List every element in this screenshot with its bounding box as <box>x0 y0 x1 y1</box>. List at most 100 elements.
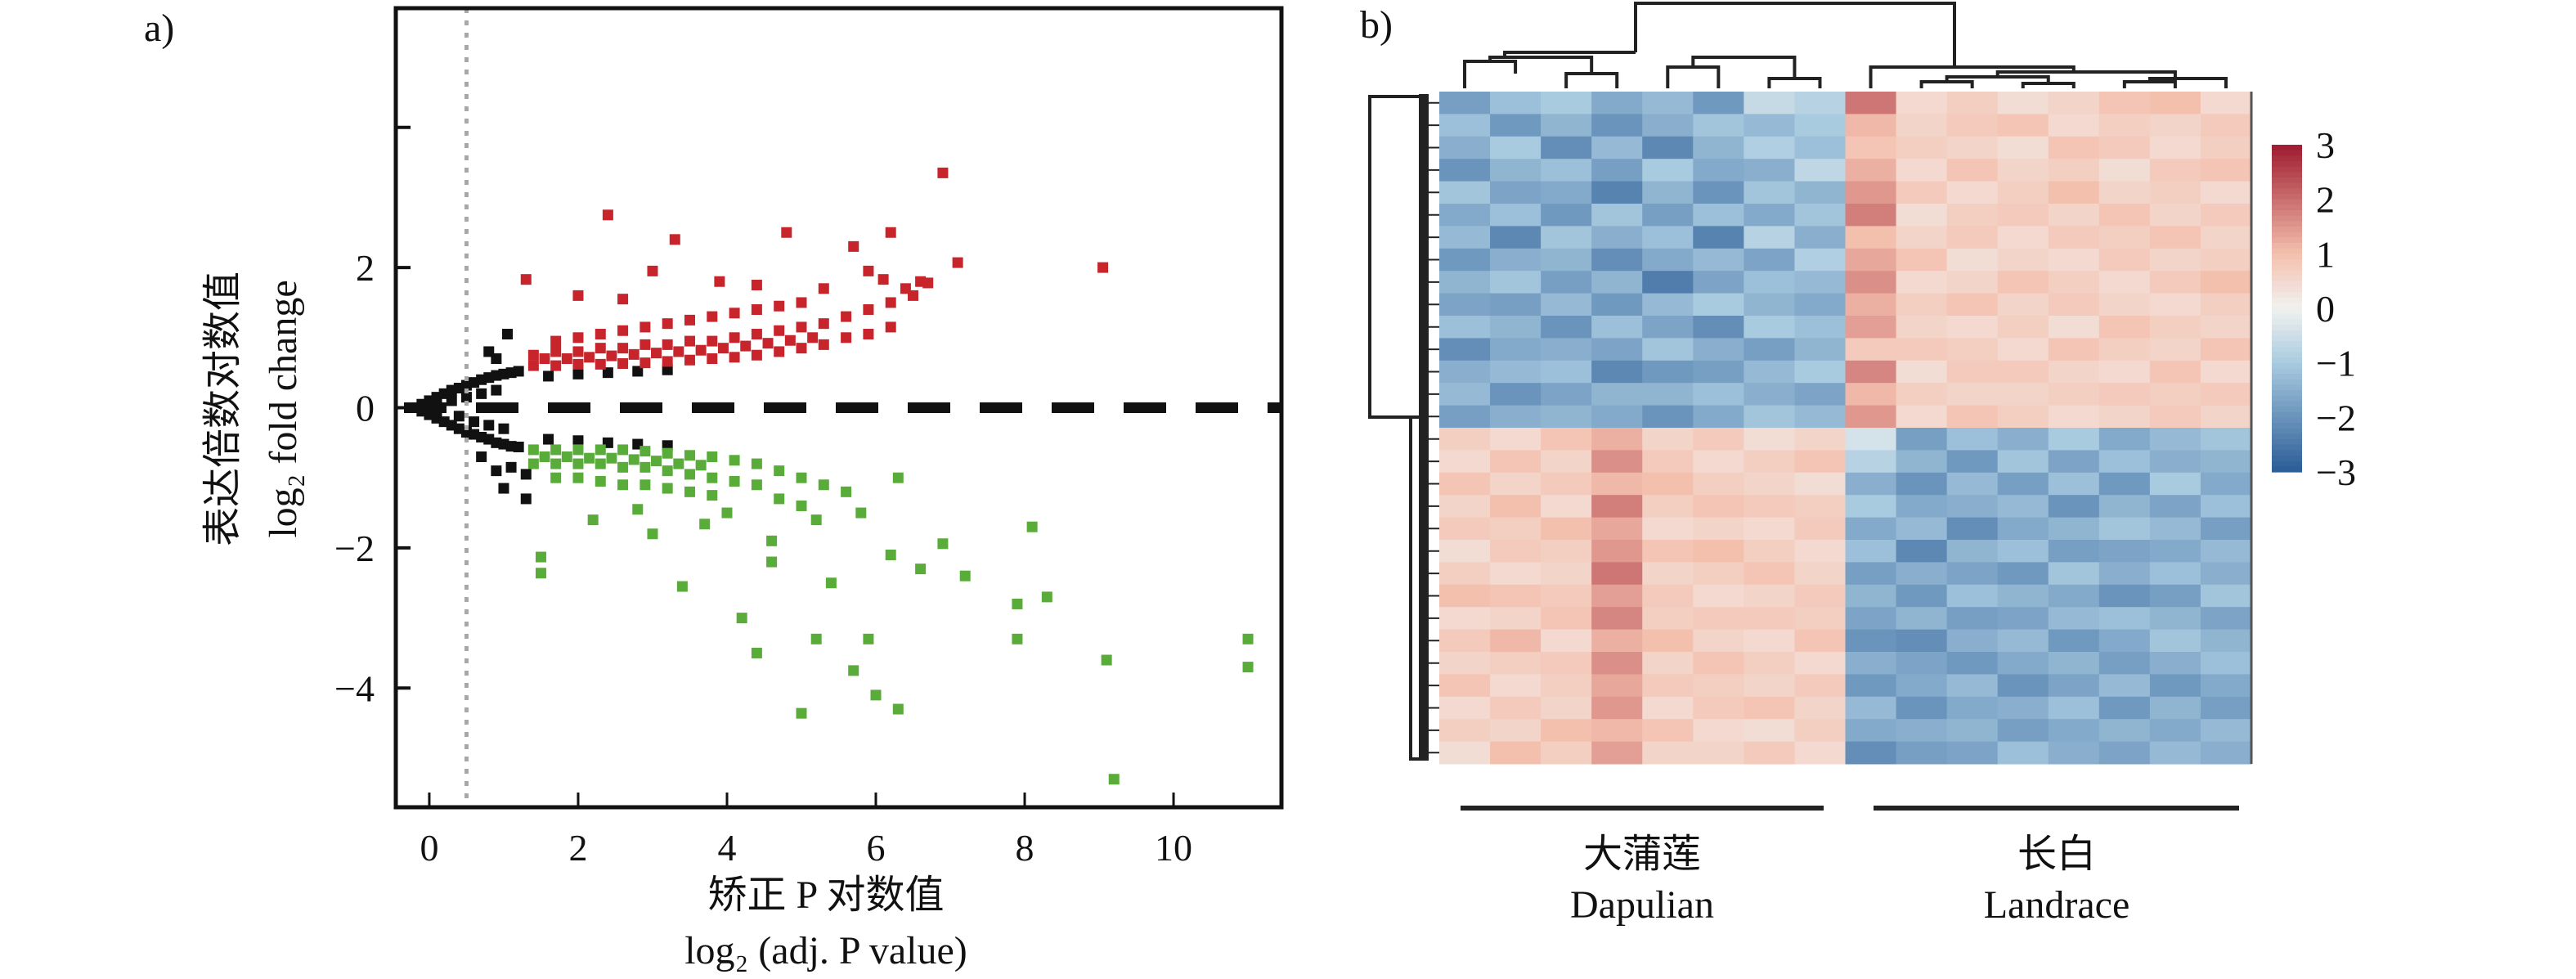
point-down <box>527 458 539 469</box>
heatmap-cell <box>1744 204 1795 227</box>
heatmap-cell <box>1845 652 1897 675</box>
heatmap-cell <box>2200 450 2252 474</box>
heatmap-cell <box>2098 226 2151 249</box>
heatmap-cell <box>1693 674 1744 698</box>
x-tick-label: 2 <box>568 827 587 869</box>
point-down <box>673 458 684 469</box>
heatmap-cell <box>1896 405 1948 429</box>
point-down <box>848 665 859 676</box>
heatmap-cell <box>2098 540 2151 563</box>
heatmap-cell <box>1541 652 1592 675</box>
point-up <box>527 349 539 361</box>
heatmap-cell <box>1490 181 1542 204</box>
heatmap-cell <box>1845 136 1897 159</box>
colorbar-segment <box>2272 325 2302 331</box>
colorbar-segment <box>2272 428 2302 434</box>
point-ns <box>491 384 502 396</box>
heatmap-cell <box>1439 584 1491 608</box>
heatmap-cell <box>1845 248 1897 272</box>
point-down <box>1101 654 1112 666</box>
heatmap-cell <box>1845 741 1897 765</box>
heatmap-cell <box>2048 316 2100 339</box>
y-tick-label: 2 <box>356 247 375 289</box>
heatmap-cell <box>1591 517 1643 541</box>
point-up <box>695 344 707 356</box>
heatmap-cell <box>1946 674 1999 698</box>
point-up <box>684 335 695 347</box>
heatmap-cell <box>1896 92 1948 115</box>
heatmap-cell <box>1642 584 1694 608</box>
point-down <box>870 689 882 701</box>
heatmap-cell <box>1541 674 1592 698</box>
heatmap-cell <box>1490 136 1542 159</box>
heatmap-cell <box>1845 316 1897 339</box>
heatmap-cell <box>1794 472 1846 496</box>
heatmap-cell <box>1490 383 1542 406</box>
heatmap-cell <box>1439 383 1491 406</box>
point-ns <box>513 441 524 452</box>
colorbar-segment <box>2272 346 2302 353</box>
heatmap-cell <box>1845 405 1897 429</box>
heatmap-cell <box>1997 114 2049 137</box>
heatmap-cell <box>1997 159 2049 182</box>
point-up <box>714 276 725 287</box>
heatmap-cell <box>1997 293 2049 317</box>
heatmap-cell <box>1541 696 1592 720</box>
colorbar-segment <box>2272 319 2302 326</box>
heatmap-cell <box>1591 181 1643 204</box>
point-up <box>527 360 539 371</box>
heatmap-cell <box>1642 405 1694 429</box>
heatmap-cell <box>1997 338 2049 362</box>
heatmap-cell <box>1642 136 1694 159</box>
heatmap-cell <box>1845 584 1897 608</box>
heatmap-cell <box>1946 293 1999 317</box>
heatmap-cell <box>1997 517 2049 541</box>
heatmap-cell <box>1946 629 1999 653</box>
point-ns <box>469 416 480 428</box>
heatmap-cell <box>2048 92 2100 115</box>
heatmap-cell <box>1490 114 1542 137</box>
point-up <box>572 358 584 370</box>
point-up <box>774 346 785 357</box>
heatmap-cell <box>2048 517 2100 541</box>
heatmap-cell <box>1591 159 1643 182</box>
point-ns <box>453 411 464 422</box>
heatmap-cell <box>2098 450 2151 474</box>
heatmap-cell <box>1439 338 1491 362</box>
point-up <box>572 346 584 357</box>
heatmap-cell <box>1845 383 1897 406</box>
heatmap-cell <box>1896 181 1948 204</box>
panel-a-label: a) <box>144 7 174 50</box>
heatmap-cell <box>1490 495 1542 519</box>
point-ns <box>498 423 509 434</box>
point-down <box>1041 591 1052 603</box>
colorbar-segment <box>2272 227 2302 233</box>
heatmap-cell <box>2200 428 2252 451</box>
heatmap-cell <box>1946 450 1999 474</box>
heatmap-cell <box>1541 114 1592 137</box>
heatmap-cell <box>1946 159 1999 182</box>
point-down <box>550 458 562 469</box>
colorbar-tick-label: 1 <box>2316 233 2335 275</box>
point-up <box>740 340 752 352</box>
heatmap-cell <box>2098 607 2151 631</box>
heatmap-cell <box>1490 248 1542 272</box>
heatmap-cell <box>1591 719 1643 743</box>
heatmap-cell <box>1744 540 1795 563</box>
point-down <box>1012 598 1023 609</box>
heatmap-cell <box>1490 696 1542 720</box>
heatmap-cell <box>1591 383 1643 406</box>
colorbar-segment <box>2272 270 2302 276</box>
heatmap-cell <box>1744 629 1795 653</box>
heatmap-cell <box>2200 248 2252 272</box>
colorbar-segment <box>2272 362 2302 369</box>
colorbar-segment <box>2272 308 2302 315</box>
dendro-branch <box>1463 60 1518 88</box>
heatmap-cell <box>1946 562 1999 586</box>
dendro-branch <box>1767 77 1822 88</box>
point-up <box>796 321 807 333</box>
point-up <box>796 297 807 308</box>
point-up <box>550 335 562 347</box>
heatmap-cell <box>2200 674 2252 698</box>
heatmap-cell <box>1946 495 1999 519</box>
